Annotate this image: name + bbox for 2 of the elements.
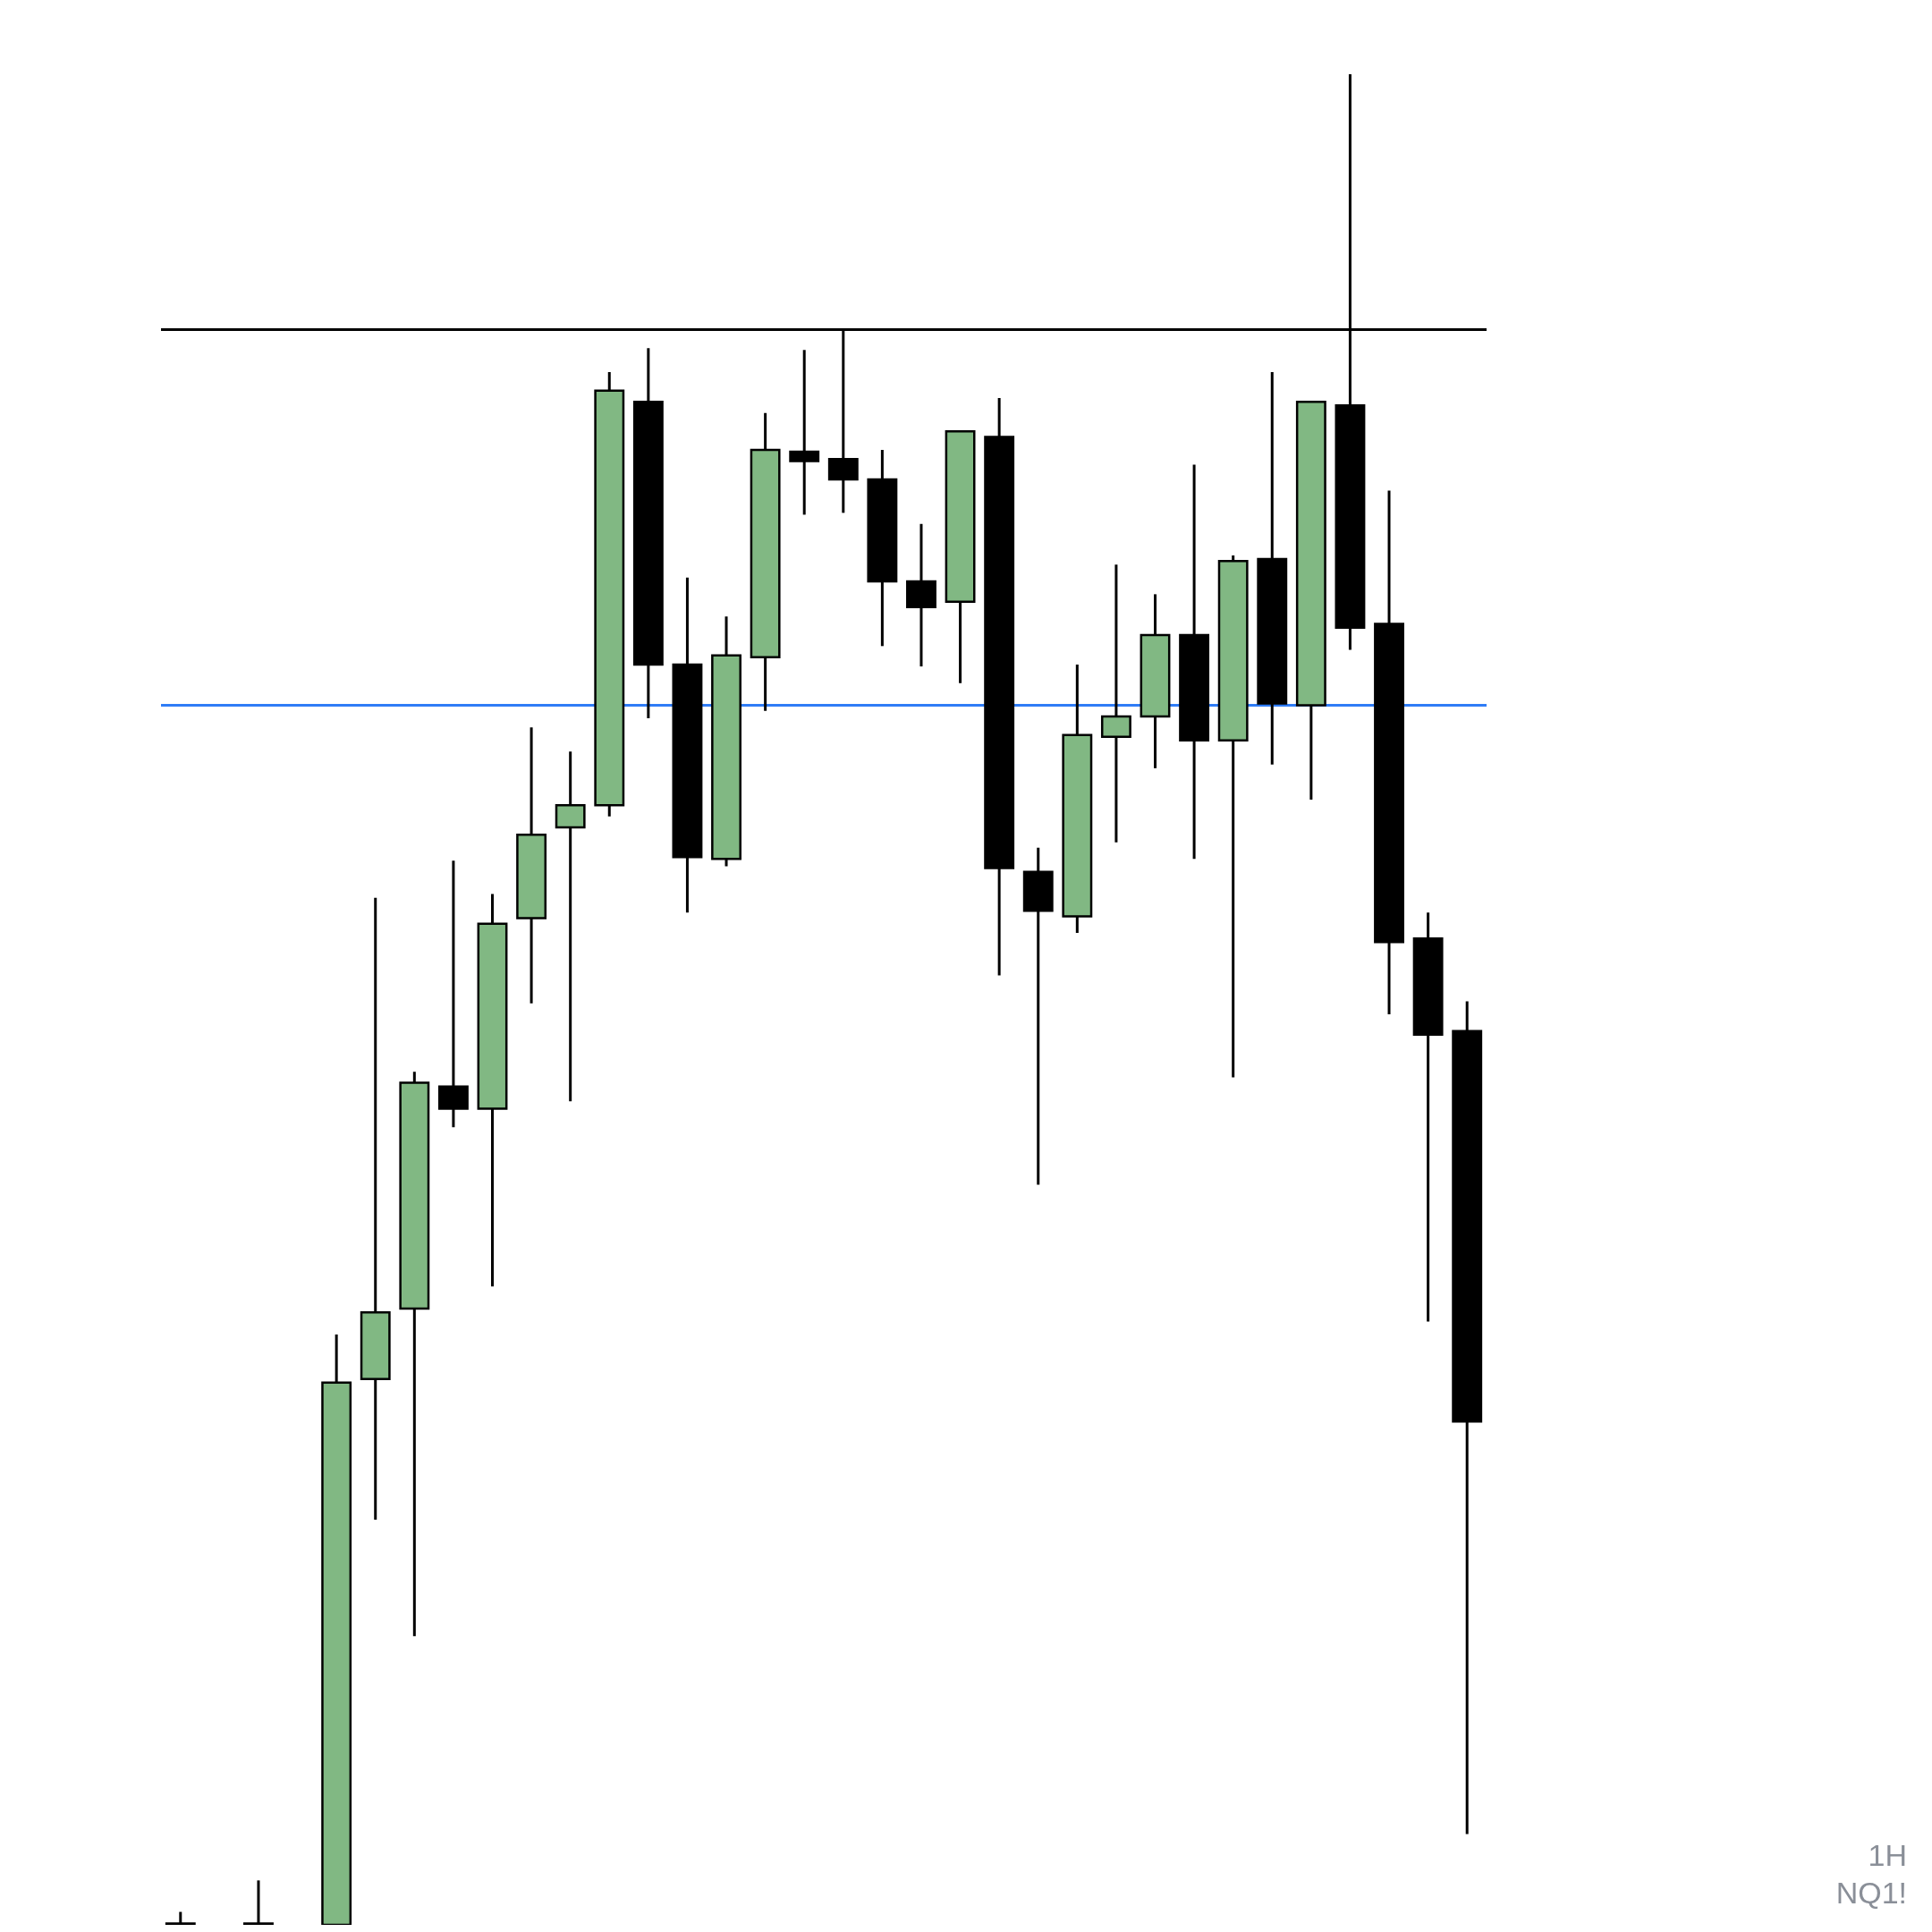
- text: 1H: [1868, 1838, 1907, 1873]
- text: NQ1!: [1835, 1876, 1907, 1911]
